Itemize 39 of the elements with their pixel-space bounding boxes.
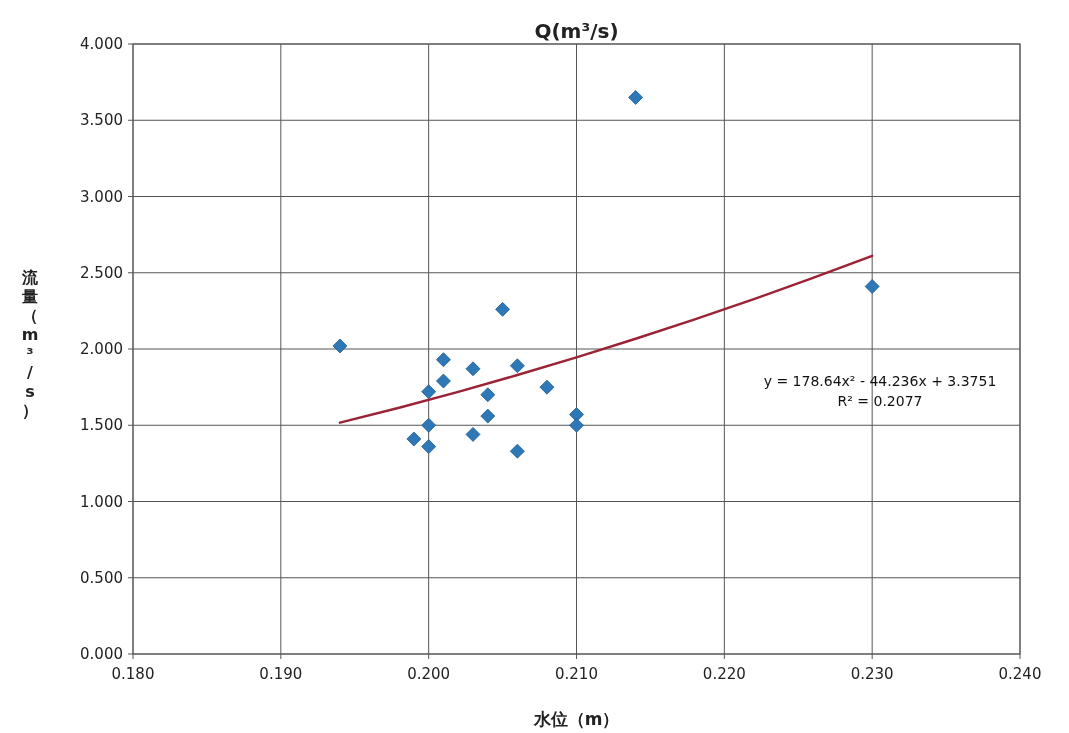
x-tick-label: 0.180 (111, 665, 155, 683)
x-tick-label: 0.220 (702, 665, 746, 683)
point (436, 373, 451, 389)
point (332, 338, 348, 354)
x-tick-label: 0.190 (259, 665, 303, 683)
annotation: R² = 0.2077 (837, 393, 923, 409)
point (509, 443, 525, 459)
point (465, 361, 481, 377)
point (495, 301, 510, 317)
point (864, 279, 880, 294)
y-axis-title: 流量（m³/s） (21, 267, 39, 420)
y-tick-label: 3.500 (80, 111, 123, 130)
y-tick-label: 1.000 (80, 492, 123, 511)
chart-title: Q(m³/s) (534, 19, 619, 43)
point (465, 427, 481, 442)
x-tick-label: 0.200 (407, 665, 451, 683)
y-tick-label: 2.500 (80, 263, 123, 282)
y-tick-label: 2.000 (80, 340, 123, 358)
point (509, 358, 525, 374)
x-tick-label: 0.230 (850, 665, 894, 683)
point (539, 379, 555, 395)
point (480, 408, 496, 424)
point (480, 387, 496, 403)
y-tick-label: 1.500 (80, 416, 123, 435)
x-tick-label: 0.240 (998, 665, 1042, 683)
x-axis-title: 水位（m） (532, 709, 620, 729)
y-tick-label: 0.500 (80, 568, 123, 587)
x-tick-label: 0.210 (555, 665, 598, 683)
y-tick-label: 0.000 (80, 645, 123, 663)
point (421, 384, 437, 400)
point (569, 417, 584, 433)
point (421, 417, 437, 433)
point (436, 352, 451, 368)
annotation: y = 178.64x² - 44.236x + 3.3751 (763, 373, 997, 389)
y-tick-label: 4.000 (80, 35, 123, 53)
y-tick-label: 3.000 (80, 187, 123, 206)
point (421, 439, 437, 454)
point (628, 89, 644, 105)
point (406, 431, 422, 447)
